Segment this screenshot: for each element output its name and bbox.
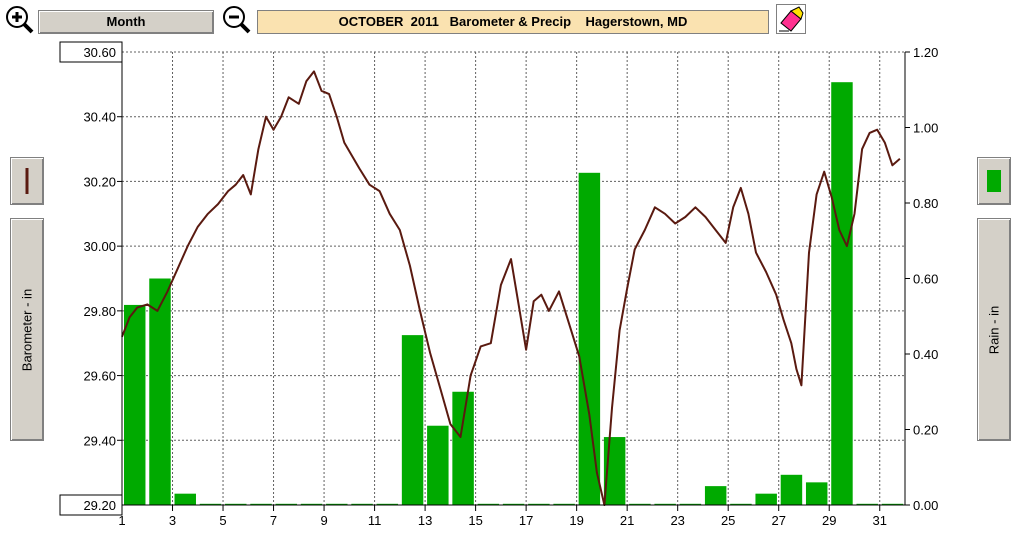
right-tick-label: 0.80: [913, 196, 938, 211]
left-tick-label: 29.60: [83, 369, 116, 384]
rain-bar: [250, 503, 272, 505]
rain-bar: [679, 503, 702, 505]
right-tick-label: 0.00: [913, 498, 938, 513]
rain-bar: [831, 82, 853, 505]
chart-title: OCTOBER 2011 Barometer & Precip Hagersto…: [257, 10, 769, 34]
right-tick-label: 0.60: [913, 272, 938, 287]
zoom-out-icon[interactable]: [221, 4, 251, 34]
x-tick-label: 13: [418, 513, 432, 528]
x-tick-label: 23: [670, 513, 684, 528]
left-tick-box: [59, 41, 123, 63]
rain-bar: [326, 503, 348, 505]
rain-bar: [351, 503, 373, 505]
barometer-axis-button[interactable]: Barometer - in: [10, 218, 44, 441]
eraser-icon[interactable]: [776, 4, 806, 34]
rain-bar: [730, 503, 752, 505]
rain-bar: [578, 172, 601, 506]
rain-bar: [149, 278, 171, 505]
x-tick-label: 5: [219, 513, 226, 528]
left-tick-label: 30.00: [83, 239, 116, 254]
rain-bar: [124, 304, 146, 505]
x-tick-label: 11: [368, 513, 382, 528]
period-selector-button[interactable]: Month: [38, 10, 214, 34]
rain-bar: [401, 335, 424, 505]
x-tick-label: 9: [320, 513, 327, 528]
rain-legend-swatch[interactable]: [977, 157, 1011, 205]
rain-bar: [654, 503, 676, 505]
barometer-legend-swatch[interactable]: [10, 157, 44, 205]
left-tick-label: 30.60: [83, 45, 116, 60]
rain-bar: [805, 482, 828, 505]
rain-bar: [174, 493, 196, 505]
right-tick-label: 0.40: [913, 347, 938, 362]
rain-bar: [755, 493, 777, 505]
x-tick-label: 17: [519, 513, 533, 528]
rain-bar: [275, 503, 298, 505]
x-tick-label: 19: [569, 513, 583, 528]
rain-bar: [553, 503, 575, 505]
rain-bar: [376, 503, 399, 505]
rain-bar: [199, 503, 222, 505]
left-tick-label: 30.20: [83, 174, 116, 189]
left-tick-label: 29.80: [83, 304, 116, 319]
left-tick-label: 29.20: [83, 498, 116, 513]
left-tick-label: 30.40: [83, 110, 116, 125]
rain-bar: [881, 503, 904, 505]
rain-bar: [704, 486, 727, 505]
rain-bar: [477, 503, 500, 505]
zoom-in-icon[interactable]: [4, 4, 34, 34]
rain-bar: [629, 503, 651, 505]
x-tick-label: 1: [118, 513, 125, 528]
rain-bar: [300, 503, 323, 505]
left-tick-label: 29.40: [83, 433, 116, 448]
rain-bar: [502, 503, 525, 505]
x-tick-label: 31: [873, 513, 887, 528]
rain-axis-button[interactable]: Rain - in: [977, 218, 1011, 441]
rain-bar: [452, 391, 474, 505]
left-tick-box: [59, 494, 123, 516]
rain-bar: [427, 425, 449, 505]
x-tick-label: 15: [468, 513, 482, 528]
x-tick-label: 27: [771, 513, 785, 528]
x-tick-label: 7: [270, 513, 277, 528]
right-tick-label: 1.00: [913, 121, 938, 136]
rain-bar: [856, 503, 878, 505]
x-tick-label: 3: [169, 513, 176, 528]
barometer-line: [121, 70, 901, 506]
rain-bar: [780, 474, 803, 505]
x-tick-label: 21: [620, 513, 634, 528]
rain-bar: [225, 503, 247, 505]
rain-bar: [528, 503, 550, 505]
x-tick-label: 25: [721, 513, 735, 528]
x-tick-label: 29: [822, 513, 836, 528]
right-tick-label: 0.20: [913, 423, 938, 438]
right-tick-label: 1.20: [913, 45, 938, 60]
